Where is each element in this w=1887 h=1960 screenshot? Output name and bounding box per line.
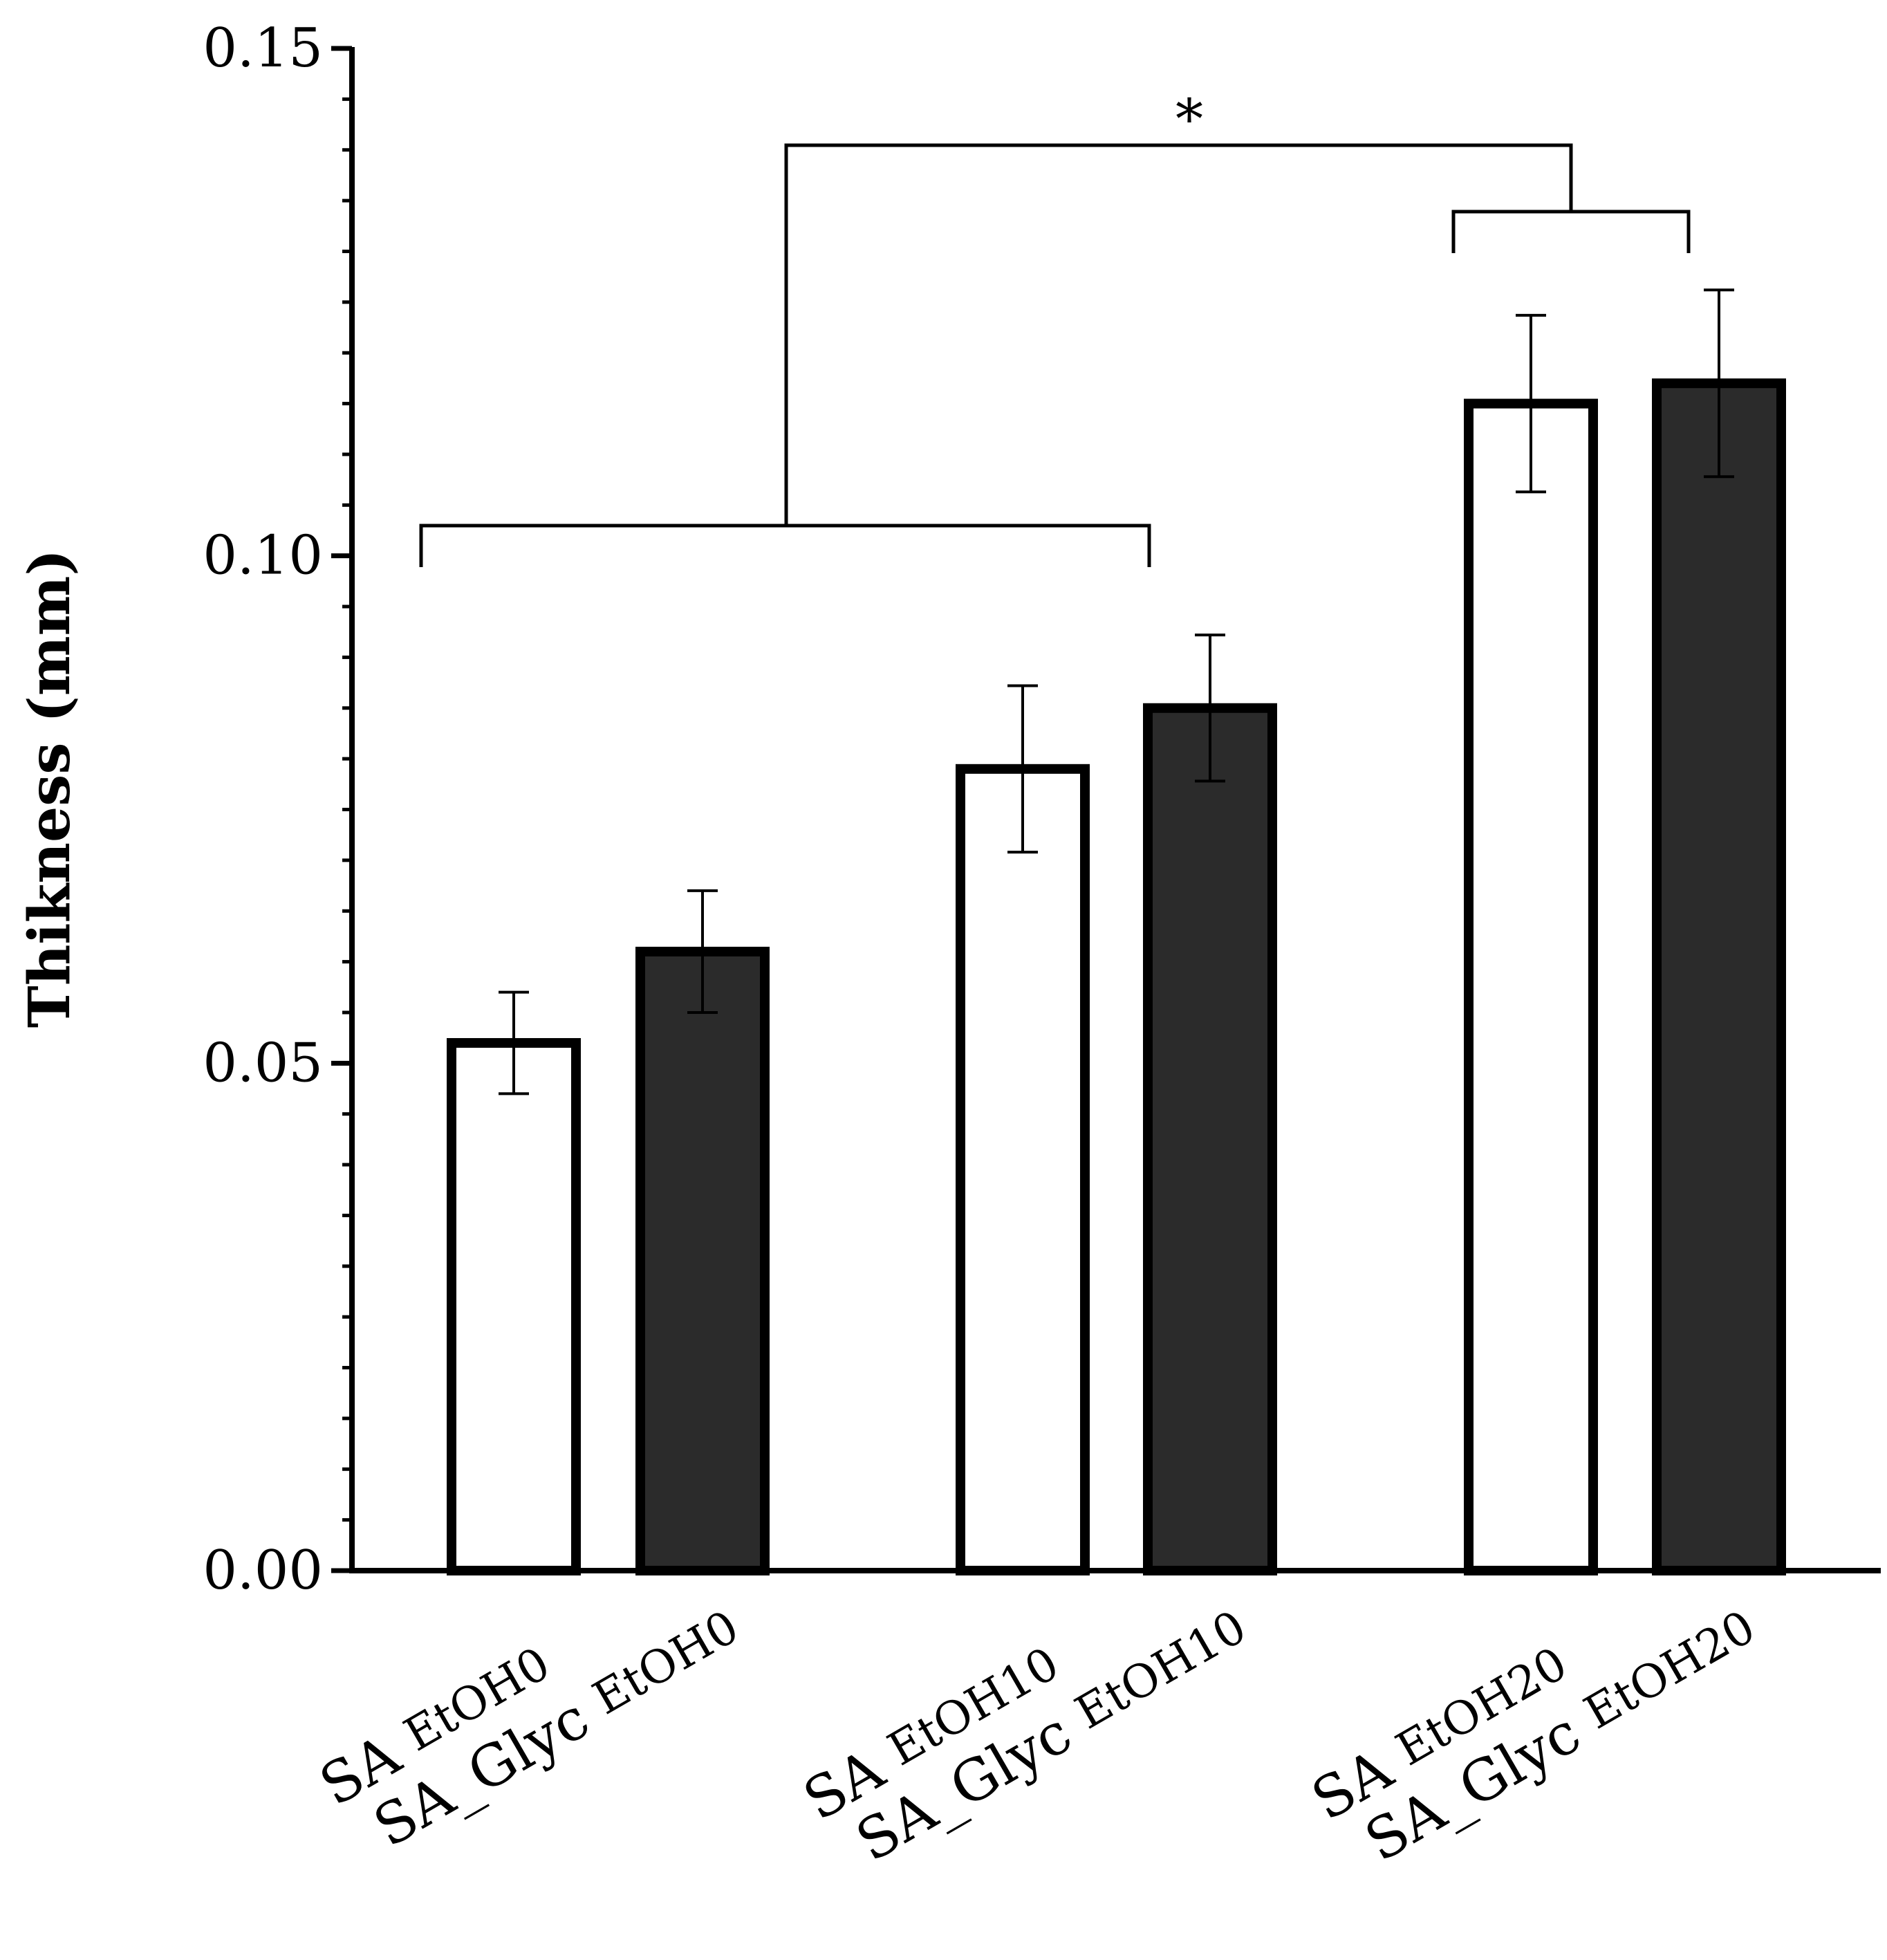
y-axis-label: Thikness (mm): [17, 549, 83, 1028]
significance-brackets: *: [419, 87, 1691, 567]
error-bar-3: [1007, 684, 1038, 854]
significance-label: *: [1175, 87, 1203, 151]
bracket-right-group: [1451, 210, 1691, 253]
bar-2: [635, 946, 770, 1575]
bar-3: [956, 764, 1090, 1575]
category-label-subscript: EtOH10: [1066, 1600, 1255, 1740]
bar-5: [1464, 398, 1598, 1575]
bracket-left-group: [419, 524, 1151, 567]
bar-6: [1652, 378, 1786, 1575]
error-bars: [499, 288, 1734, 1095]
y-tick-label: 0.00: [203, 1540, 323, 1602]
bar-4: [1143, 703, 1277, 1575]
error-bar-5: [1516, 313, 1546, 494]
error-bar-4: [1195, 634, 1225, 783]
bars: [447, 378, 1786, 1575]
category-label-subscript: EtOH0: [584, 1600, 747, 1726]
category-label-subscript: EtOH20: [1575, 1600, 1764, 1740]
y-tick-label: 0.05: [203, 1032, 323, 1094]
error-bar-1: [499, 990, 529, 1095]
bracket-top-connector: [784, 143, 1573, 526]
error-bar-6: [1704, 288, 1734, 479]
y-tick-label: 0.10: [203, 525, 323, 587]
y-tick-label: 0.15: [203, 17, 323, 80]
y-ticks: 0.00 0.05 0.10 0.15: [203, 17, 352, 1602]
error-bar-2: [687, 889, 718, 1014]
bar-1: [447, 1037, 581, 1575]
